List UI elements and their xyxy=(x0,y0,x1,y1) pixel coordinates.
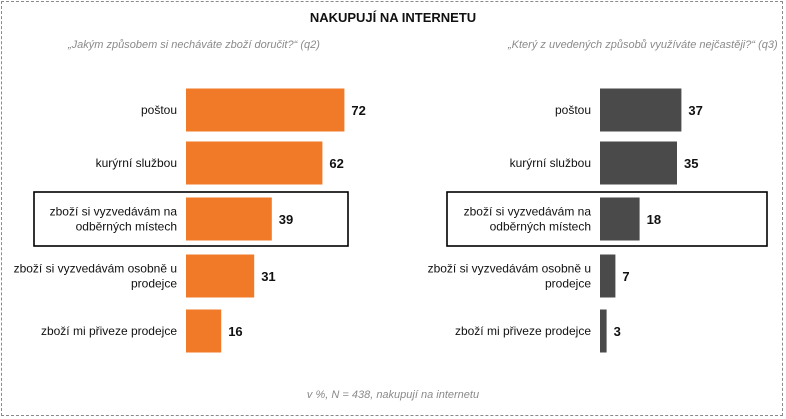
left-value-label-1: 72 xyxy=(351,103,365,118)
right-category-label-2: kurýrní službou xyxy=(510,156,591,170)
left-bar-3 xyxy=(186,197,272,241)
right-category-label-4: zboží si vyzvedávám osobně u xyxy=(428,262,591,276)
right-bar-4 xyxy=(600,254,616,298)
right-category-label-3: zboží si vyzvedávám na xyxy=(464,205,592,219)
right-highlight-box xyxy=(446,191,768,247)
footnote: v %, N = 438, nakupují na internetu xyxy=(306,389,480,401)
right-value-label-5: 3 xyxy=(614,324,621,339)
right-value-label-1: 37 xyxy=(688,103,702,118)
right-value-label-2: 35 xyxy=(684,156,698,171)
right-category-label-3: odběrných místech xyxy=(490,220,591,234)
right-bar-5 xyxy=(600,309,607,353)
left-highlight-box xyxy=(33,191,349,247)
right-value-label-3: 18 xyxy=(647,212,661,227)
left-value-label-5: 16 xyxy=(228,324,242,339)
chart-title: NAKUPUJÍ NA INTERNETU xyxy=(309,10,477,25)
left-value-label-3: 39 xyxy=(279,212,293,227)
right-category-label-1: poštou xyxy=(555,103,591,117)
left-category-label-3: odběrných místech xyxy=(76,220,177,234)
left-bar-2 xyxy=(186,141,323,185)
right-bar-2 xyxy=(600,141,677,185)
left-value-label-4: 31 xyxy=(261,269,275,284)
left-category-label-1: poštou xyxy=(141,103,177,117)
right-value-label-4: 7 xyxy=(622,269,629,284)
left-bar-4 xyxy=(186,254,255,298)
left-category-label-2: kurýrní službou xyxy=(96,156,177,170)
right-question: „Který z uvedených způsobů využíváte nej… xyxy=(508,39,778,51)
left-bar-1 xyxy=(186,88,345,132)
left-category-label-5: zboží mi přiveze prodejce xyxy=(41,324,177,338)
left-bar-5 xyxy=(186,309,222,353)
left-question: „Jakým způsobem si necháváte zboží doruč… xyxy=(68,39,320,51)
right-bar-3 xyxy=(600,197,640,241)
left-category-label-3: zboží si vyzvedávám na xyxy=(50,205,178,219)
left-category-label-4: zboží si vyzvedávám osobně u xyxy=(14,262,177,276)
left-value-label-2: 62 xyxy=(329,156,343,171)
right-bar-1 xyxy=(600,88,682,132)
left-category-label-4: prodejce xyxy=(131,277,177,291)
right-category-label-5: zboží mi přiveze prodejce xyxy=(455,324,591,338)
right-category-label-4: prodejce xyxy=(545,277,591,291)
